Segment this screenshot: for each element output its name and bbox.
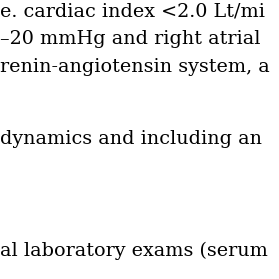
Text: dynamics and including an: dynamics and including an (0, 130, 262, 148)
Text: –20 mmHg and right atrial: –20 mmHg and right atrial (0, 30, 261, 48)
Text: al laboratory exams (serum: al laboratory exams (serum (0, 242, 268, 260)
Text: renin-angiotensin system, a: renin-angiotensin system, a (0, 58, 270, 76)
Text: e. cardiac index <2.0 Lt/mi: e. cardiac index <2.0 Lt/mi (0, 2, 265, 20)
